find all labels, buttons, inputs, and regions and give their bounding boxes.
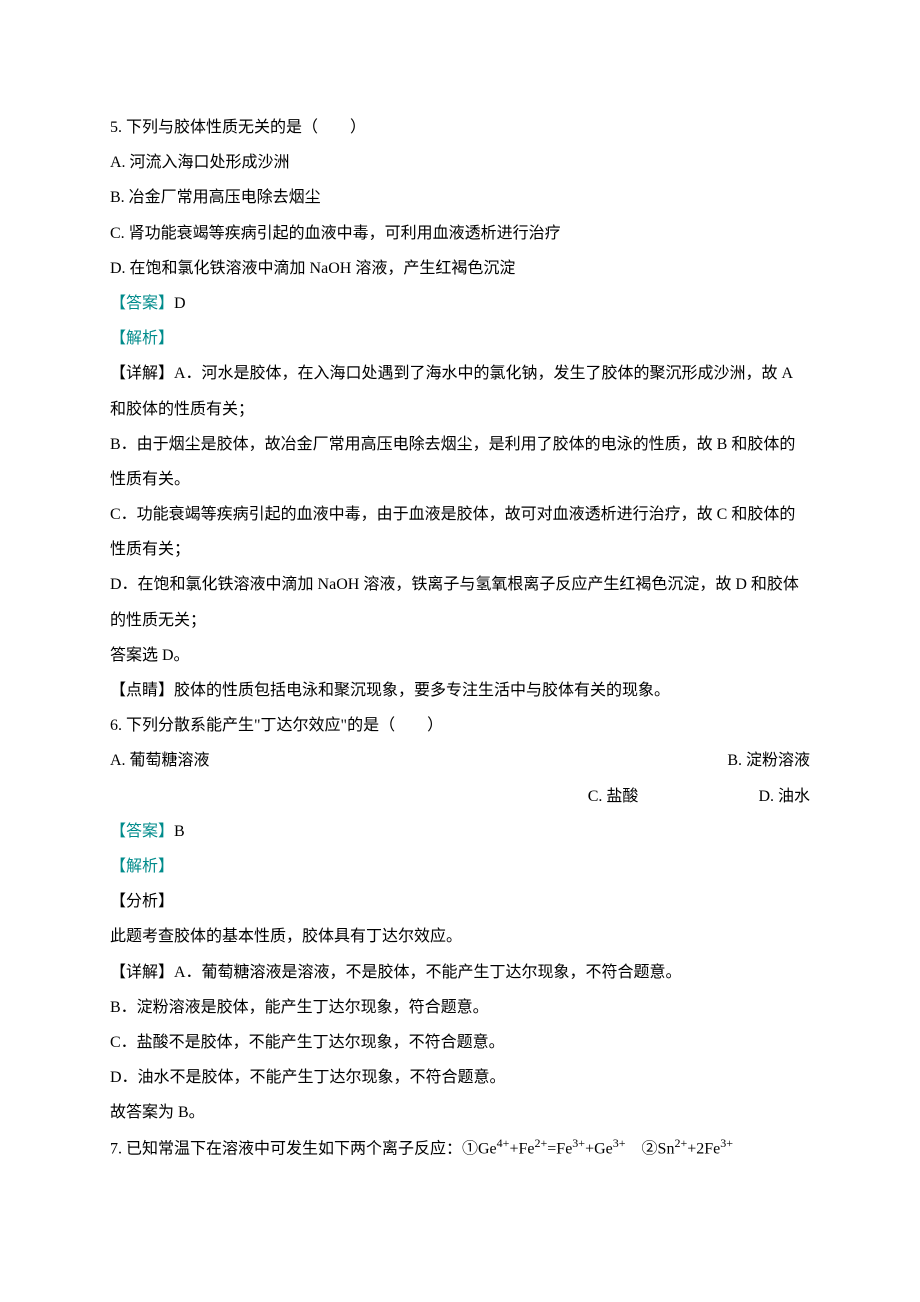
q5-answer: 【答案】D bbox=[110, 286, 810, 321]
q5-stem: 5. 下列与胶体性质无关的是（ ） bbox=[110, 110, 810, 145]
q6-detail-c: C．盐酸不是胶体，不能产生丁达尔现象，不符合题意。 bbox=[110, 1025, 810, 1060]
q7-sup-4: 3+ bbox=[613, 1136, 626, 1150]
q6-option-a: A. 葡萄糖溶液 bbox=[110, 743, 210, 778]
q5-detail-b: B．由于烟尘是胶体，故冶金厂常用高压电除去烟尘，是利用了胶体的电泳的性质，故 B… bbox=[110, 427, 810, 497]
q7-stem-mid2: =Fe bbox=[547, 1141, 572, 1158]
q6-answer-value: B bbox=[174, 823, 185, 840]
q6-detail-b: B．淀粉溶液是胶体，能产生丁达尔现象，符合题意。 bbox=[110, 990, 810, 1025]
q6-answer: 【答案】B bbox=[110, 814, 810, 849]
q5-detail-d: D．在饱和氯化铁溶液中滴加 NaOH 溶液，铁离子与氢氧根离子反应产生红褐色沉淀… bbox=[110, 567, 810, 637]
q6-fenxi-text: 此题考查胶体的基本性质，胶体具有丁达尔效应。 bbox=[110, 919, 810, 954]
q6-fenxi-label: 【分析】 bbox=[110, 884, 810, 919]
q5-analysis-label: 【解析】 bbox=[110, 321, 810, 356]
q5-option-a: A. 河流入海口处形成沙洲 bbox=[110, 145, 810, 180]
q7-stem-mid4: ②Sn bbox=[626, 1141, 675, 1158]
q6-detail-d: D．油水不是胶体，不能产生丁达尔现象，不符合题意。 bbox=[110, 1060, 810, 1095]
q6-conclusion: 故答案为 B。 bbox=[110, 1095, 810, 1130]
q5-answer-label: 【答案】 bbox=[110, 295, 174, 312]
q7-sup-3: 3+ bbox=[572, 1136, 585, 1150]
q5-detail-a: 【详解】A．河水是胶体，在入海口处遇到了海水中的氯化钠，发生了胶体的聚沉形成沙洲… bbox=[110, 356, 810, 426]
q6-option-b: B. 淀粉溶液 bbox=[727, 743, 810, 778]
q6-stem: 6. 下列分散系能产生"丁达尔效应"的是（ ） bbox=[110, 708, 810, 743]
q5-answer-value: D bbox=[174, 295, 186, 312]
q7-sup-2: 2+ bbox=[534, 1136, 547, 1150]
q6-analysis-label: 【解析】 bbox=[110, 849, 810, 884]
q7-stem-prefix: 7. 已知常温下在溶液中可发生如下两个离子反应：①Ge bbox=[110, 1141, 497, 1158]
q5-option-c: C. 肾功能衰竭等疾病引起的血液中毒，可利用血液透析进行治疗 bbox=[110, 216, 810, 251]
q7-sup-6: 3+ bbox=[720, 1136, 733, 1150]
q7-stem-mid1: +Fe bbox=[509, 1141, 534, 1158]
q6-option-row-1: A. 葡萄糖溶液 B. 淀粉溶液 bbox=[110, 743, 810, 778]
q5-option-d: D. 在饱和氯化铁溶液中滴加 NaOH 溶液，产生红褐色沉淀 bbox=[110, 251, 810, 286]
q7-sup-5: 2+ bbox=[674, 1136, 687, 1150]
q5-conclusion: 答案选 D。 bbox=[110, 638, 810, 673]
q6-option-cd: C. 盐酸 D. 油水 bbox=[588, 779, 810, 814]
q5-option-b: B. 冶金厂常用高压电除去烟尘 bbox=[110, 180, 810, 215]
q6-detail-a: 【详解】A．葡萄糖溶液是溶液，不是胶体，不能产生丁达尔现象，不符合题意。 bbox=[110, 955, 810, 990]
q7-stem-mid5: +2Fe bbox=[687, 1141, 720, 1158]
q6-option-d: D. 油水 bbox=[758, 788, 810, 805]
q5-tip: 【点睛】胶体的性质包括电泳和聚沉现象，要多专注生活中与胶体有关的现象。 bbox=[110, 673, 810, 708]
q5-detail-c: C．功能衰竭等疾病引起的血液中毒，由于血液是胶体，故可对血液透析进行治疗，故 C… bbox=[110, 497, 810, 567]
q7-stem-mid3: +Ge bbox=[585, 1141, 613, 1158]
q6-option-c: C. 盐酸 bbox=[588, 788, 639, 805]
q6-answer-label: 【答案】 bbox=[110, 823, 174, 840]
q6-option-row-2: C. 盐酸 D. 油水 bbox=[110, 779, 810, 814]
q7-sup-1: 4+ bbox=[497, 1136, 510, 1150]
q7-stem: 7. 已知常温下在溶液中可发生如下两个离子反应：①Ge4++Fe2+=Fe3++… bbox=[110, 1130, 810, 1167]
